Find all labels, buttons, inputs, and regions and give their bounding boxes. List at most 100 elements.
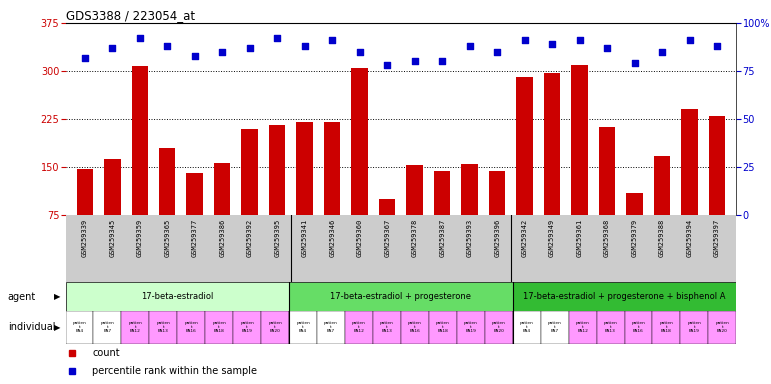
Text: patien
t
PA19: patien t PA19 [241,321,254,333]
Bar [513,282,736,311]
Point [298,43,311,49]
Text: GSM259394: GSM259394 [686,218,692,257]
Bar [540,311,568,344]
Text: patien
t
PA19: patien t PA19 [688,321,702,333]
Text: 17-beta-estradiol + progesterone + bisphenol A: 17-beta-estradiol + progesterone + bisph… [524,292,726,301]
Text: count: count [93,348,120,358]
Bar [401,311,429,344]
Bar [159,148,176,263]
Text: GSM259360: GSM259360 [357,218,362,257]
Text: patien
t
PA19: patien t PA19 [464,321,478,333]
Point [656,49,668,55]
Text: patien
t
PA4: patien t PA4 [520,321,534,333]
Bar [429,311,456,344]
Text: GSM259395: GSM259395 [274,218,280,257]
Text: percentile rank within the sample: percentile rank within the sample [93,366,258,376]
Bar [654,156,670,263]
Text: 17-beta-estradiol + progesterone: 17-beta-estradiol + progesterone [331,292,471,301]
Bar [93,311,122,344]
Bar [568,311,597,344]
Text: ▶: ▶ [54,323,60,332]
Bar [709,311,736,344]
Point [216,49,228,55]
Text: patien
t
PA13: patien t PA13 [157,321,170,333]
Bar [269,126,285,263]
Bar [406,165,423,263]
Text: GSM259378: GSM259378 [412,218,418,257]
Text: GSM259368: GSM259368 [604,218,610,257]
Text: GSM259388: GSM259388 [659,218,665,257]
Bar [122,311,150,344]
Text: patien
t
PA7: patien t PA7 [100,321,114,333]
Text: patien
t
PA18: patien t PA18 [436,321,449,333]
Bar [599,127,615,263]
Bar [345,311,373,344]
Bar [289,311,317,344]
Bar [597,311,625,344]
Bar [66,311,93,344]
Point [628,60,641,66]
Text: patien
t
PA7: patien t PA7 [547,321,561,333]
Point [271,35,284,41]
Bar [652,311,680,344]
Text: patien
t
PA20: patien t PA20 [268,321,282,333]
Bar [373,311,401,344]
Text: 17-beta-estradiol: 17-beta-estradiol [141,292,214,301]
Point [683,37,695,43]
Bar [434,171,450,263]
Bar [489,171,505,263]
Text: GSM259365: GSM259365 [164,218,170,257]
Bar [461,164,478,263]
Text: patien
t
PA16: patien t PA16 [631,321,645,333]
Bar [297,122,313,263]
Text: GSM259379: GSM259379 [631,218,638,257]
Bar [626,193,643,263]
Text: GSM259339: GSM259339 [82,218,88,257]
Text: patien
t
PA4: patien t PA4 [72,321,86,333]
Text: GSM259367: GSM259367 [384,218,390,257]
Text: GSM259387: GSM259387 [439,218,445,257]
Bar [352,68,368,263]
Point [436,58,448,65]
Text: patien
t
PA12: patien t PA12 [352,321,366,333]
Bar [214,163,231,263]
Text: patien
t
PA13: patien t PA13 [604,321,618,333]
Bar [150,311,177,344]
Bar [485,311,513,344]
Bar [379,199,396,263]
Point [133,35,146,41]
Point [161,43,173,49]
Bar [187,174,203,263]
Text: GSM259393: GSM259393 [466,218,473,257]
Text: agent: agent [8,291,36,302]
Text: patien
t
PA18: patien t PA18 [212,321,226,333]
Bar [544,73,561,263]
Text: GSM259392: GSM259392 [247,218,253,257]
Point [326,37,338,43]
Point [463,43,476,49]
Bar [709,116,726,263]
Text: patien
t
PA18: patien t PA18 [659,321,673,333]
Point [409,58,421,65]
Point [354,49,366,55]
Text: patien
t
PA12: patien t PA12 [576,321,590,333]
Text: patien
t
PA16: patien t PA16 [184,321,198,333]
Bar [513,311,540,344]
Text: ▶: ▶ [54,292,60,301]
Point [711,43,723,49]
Text: GSM259386: GSM259386 [219,218,225,257]
Bar [324,122,341,263]
Bar [317,311,345,344]
Text: patien
t
PA7: patien t PA7 [324,321,338,333]
Text: GSM259345: GSM259345 [109,218,116,257]
Point [79,55,91,61]
Point [601,45,613,51]
Bar [76,169,93,263]
Text: patien
t
PA16: patien t PA16 [408,321,422,333]
Text: GSM259361: GSM259361 [577,218,583,257]
Bar [680,311,709,344]
Bar [104,159,120,263]
Point [546,41,558,47]
Text: patien
t
PA4: patien t PA4 [296,321,310,333]
Text: GSM259342: GSM259342 [522,218,527,257]
